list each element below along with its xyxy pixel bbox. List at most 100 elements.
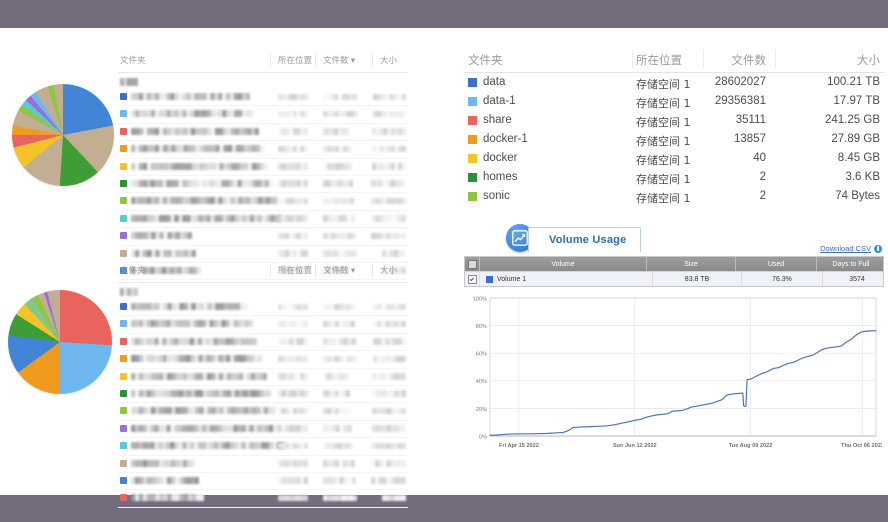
redacted-text <box>371 442 406 450</box>
table-row[interactable]: homes 存储空间 1 2 3.6 KB <box>464 168 884 187</box>
cell-folder-name: data-1 <box>483 95 516 107</box>
folder-color-swatch <box>120 93 127 100</box>
list-item[interactable] <box>118 473 408 491</box>
column-header[interactable]: 大小 <box>380 265 398 275</box>
y-axis-tick-label: 0% <box>479 434 487 440</box>
list-item[interactable] <box>118 193 408 211</box>
redacted-text <box>131 266 201 274</box>
table-row[interactable]: data-1 存储空间 1 29356381 17.97 TB <box>464 92 884 111</box>
list-item[interactable] <box>118 176 408 194</box>
list-item[interactable] <box>118 89 408 107</box>
list-item[interactable] <box>118 456 408 473</box>
volume-grid-header: Volume Size Used Days to Full <box>465 257 883 271</box>
redacted-text <box>278 180 308 187</box>
folder-size-pie-bottom <box>8 290 112 394</box>
download-csv-link[interactable]: Download CSV <box>820 244 871 253</box>
download-csv-group: Download CSV <box>820 244 882 253</box>
list-item[interactable] <box>118 316 408 334</box>
list-item[interactable] <box>118 299 408 317</box>
table-header-row: 文件夹 所在位置 文件数 ▾ 大小 <box>118 50 408 73</box>
folder-color-swatch <box>120 407 127 415</box>
column-header-count[interactable]: 文件数 <box>731 53 767 67</box>
list-item[interactable] <box>118 211 408 229</box>
column-header[interactable]: 文件夹 <box>120 55 146 65</box>
list-item[interactable] <box>118 263 408 281</box>
info-icon[interactable] <box>874 244 882 253</box>
redacted-text <box>371 460 406 467</box>
redacted-text <box>323 163 352 170</box>
column-header[interactable]: 文件夹 <box>120 265 146 275</box>
column-header-days-to-full[interactable]: Days to Full <box>832 260 870 268</box>
table-row[interactable]: sonic 存储空间 1 2 74 Bytes <box>464 187 884 206</box>
list-item[interactable] <box>118 106 408 124</box>
column-header-size[interactable]: Size <box>647 257 736 271</box>
redacted-text <box>278 215 308 222</box>
list-item[interactable] <box>118 334 408 352</box>
left-redacted-panel: 文件夹 所在位置 文件数 ▾ 大小 文件夹 所在位置 文件数 ▾ 大小 <box>0 28 420 508</box>
redacted-text <box>382 267 406 274</box>
column-header[interactable]: 所在位置 <box>278 55 313 65</box>
redacted-text <box>278 110 308 118</box>
redacted-text <box>131 93 250 100</box>
column-header[interactable]: 文件数 ▾ <box>323 55 356 65</box>
header-divider <box>372 263 373 277</box>
redacted-text <box>278 93 308 100</box>
redacted-text <box>120 288 138 296</box>
cell-volume-label: Volume 1 <box>497 275 527 283</box>
row-checkbox[interactable] <box>467 274 477 284</box>
redacted-folder-list-bottom[interactable]: 文件夹 所在位置 文件数 ▾ 大小 <box>118 260 408 508</box>
list-item[interactable] <box>118 490 408 508</box>
header-divider <box>703 50 704 68</box>
select-all-checkbox[interactable] <box>467 259 477 269</box>
column-header-location[interactable]: 所在位置 <box>636 53 682 67</box>
column-header-size[interactable]: 大小 <box>857 53 880 67</box>
folder-color-swatch <box>468 173 477 182</box>
list-item[interactable] <box>118 421 408 439</box>
list-item[interactable] <box>118 246 408 263</box>
redacted-text <box>278 425 308 432</box>
volume-color-swatch <box>486 275 493 283</box>
folder-size-table: 文件夹 所在位置 文件数 大小 data 存储空间 1 28602027 100.21… <box>464 46 884 206</box>
list-item[interactable] <box>118 159 408 176</box>
list-item[interactable] <box>118 228 408 246</box>
column-header[interactable]: 文件数 ▾ <box>323 265 356 275</box>
redacted-text <box>131 197 278 205</box>
redacted-text <box>131 459 195 467</box>
cell-size: 27.89 GB <box>831 133 880 145</box>
table-row[interactable]: data 存储空间 1 28602027 100.21 TB <box>464 73 884 92</box>
y-axis-tick-label: 20% <box>476 407 487 413</box>
redacted-text <box>278 390 308 397</box>
list-item[interactable] <box>118 403 408 421</box>
column-header-folder[interactable]: 文件夹 <box>468 53 503 67</box>
list-item[interactable] <box>118 369 408 386</box>
table-row[interactable]: docker-1 存储空间 1 13857 27.89 GB <box>464 130 884 149</box>
redacted-folder-list-top[interactable]: 文件夹 所在位置 文件数 ▾ 大小 <box>118 50 408 281</box>
tab-volume-usage[interactable]: Volume Usage <box>528 227 642 252</box>
list-item[interactable] <box>118 438 408 456</box>
redacted-text <box>371 197 406 205</box>
folder-color-swatch <box>468 97 477 106</box>
redacted-text <box>131 145 264 153</box>
select-all-cell[interactable] <box>465 257 480 271</box>
redacted-text <box>278 250 308 257</box>
column-header[interactable]: 大小 <box>380 55 398 65</box>
list-item[interactable] <box>118 351 408 369</box>
column-header-volume[interactable]: Volume <box>480 257 647 271</box>
volume-usage-chart[interactable]: 0% 20% 40% 60% 80% 100% Fri Apr 15 2022 Sun Jun… <box>464 290 882 462</box>
row-select-cell[interactable] <box>465 272 480 286</box>
redacted-text <box>323 425 352 432</box>
list-item[interactable] <box>118 124 408 142</box>
column-header-used[interactable]: Used <box>736 257 817 271</box>
list-item[interactable] <box>118 386 408 404</box>
column-header[interactable]: 所在位置 <box>278 265 313 275</box>
table-row[interactable]: docker 存储空间 1 40 8.45 GB <box>464 149 884 168</box>
table-row[interactable]: share 存储空间 1 35111 241.25 GB <box>464 111 884 130</box>
table-row[interactable]: Volume 1 83.8 TB 76.3% 3574 <box>465 271 883 286</box>
cell-file-count: 28602027 <box>714 76 766 88</box>
redacted-text <box>131 127 259 135</box>
cell-location: 存储空间 1 <box>636 135 691 148</box>
redacted-text <box>131 494 204 502</box>
redacted-text <box>278 338 308 345</box>
list-item[interactable] <box>118 141 408 159</box>
